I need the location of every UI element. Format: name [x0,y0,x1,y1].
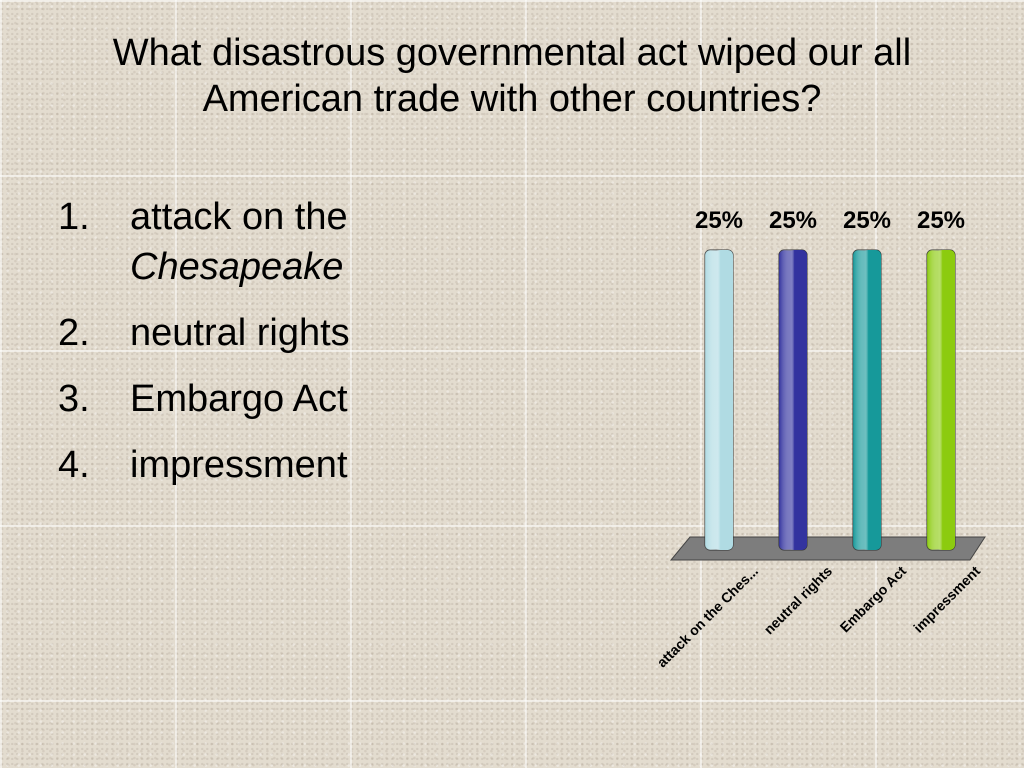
answer-number: 1. [58,196,90,238]
response-bar-chart: 25% 25% 25% 25% attack on the Ches... neutra… [654,207,986,671]
value-label-1: 25% [695,207,743,234]
category-label-1: attack on the Ches... [654,563,762,671]
answer-text: attack on the Chesapeake [130,192,418,292]
answer-number: 2. [58,312,90,354]
value-label-2: 25% [769,207,817,234]
answer-number: 4. [58,444,90,486]
answer-number: 3. [58,378,90,420]
chart-value-labels: 25% 25% 25% 25% [695,207,965,234]
answer-label: attack on the [130,196,348,238]
chart-floor [669,536,986,561]
answer-item-2: 2. neutral rights [58,308,418,358]
slide-title: What disastrous governmental act wiped o… [112,32,912,120]
answer-item-1: 1. attack on the Chesapeake [58,192,418,292]
category-label-2: neutral rights [761,563,836,638]
bar-1-shading [705,250,733,550]
answer-label: neutral rights [130,312,350,354]
answer-item-3: 3. Embargo Act [58,374,418,424]
answer-label: impressment [130,444,348,486]
category-label-4: impressment [910,563,983,636]
answer-label: Embargo Act [130,378,348,420]
chart-bars [704,249,956,551]
bar-4-shading [927,250,955,550]
bar-3-shading [853,250,881,550]
answer-item-4: 4. impressment [58,440,418,490]
answer-label-italic: Chesapeake [130,246,344,288]
answer-list: 1. attack on the Chesapeake 2. neutral r… [58,192,418,506]
value-label-3: 25% [843,207,891,234]
category-label-3: Embargo Act [837,563,910,636]
value-label-4: 25% [917,207,965,234]
bar-2-shading [779,250,807,550]
chart-category-labels: attack on the Ches... neutral rights Embar… [654,563,984,671]
